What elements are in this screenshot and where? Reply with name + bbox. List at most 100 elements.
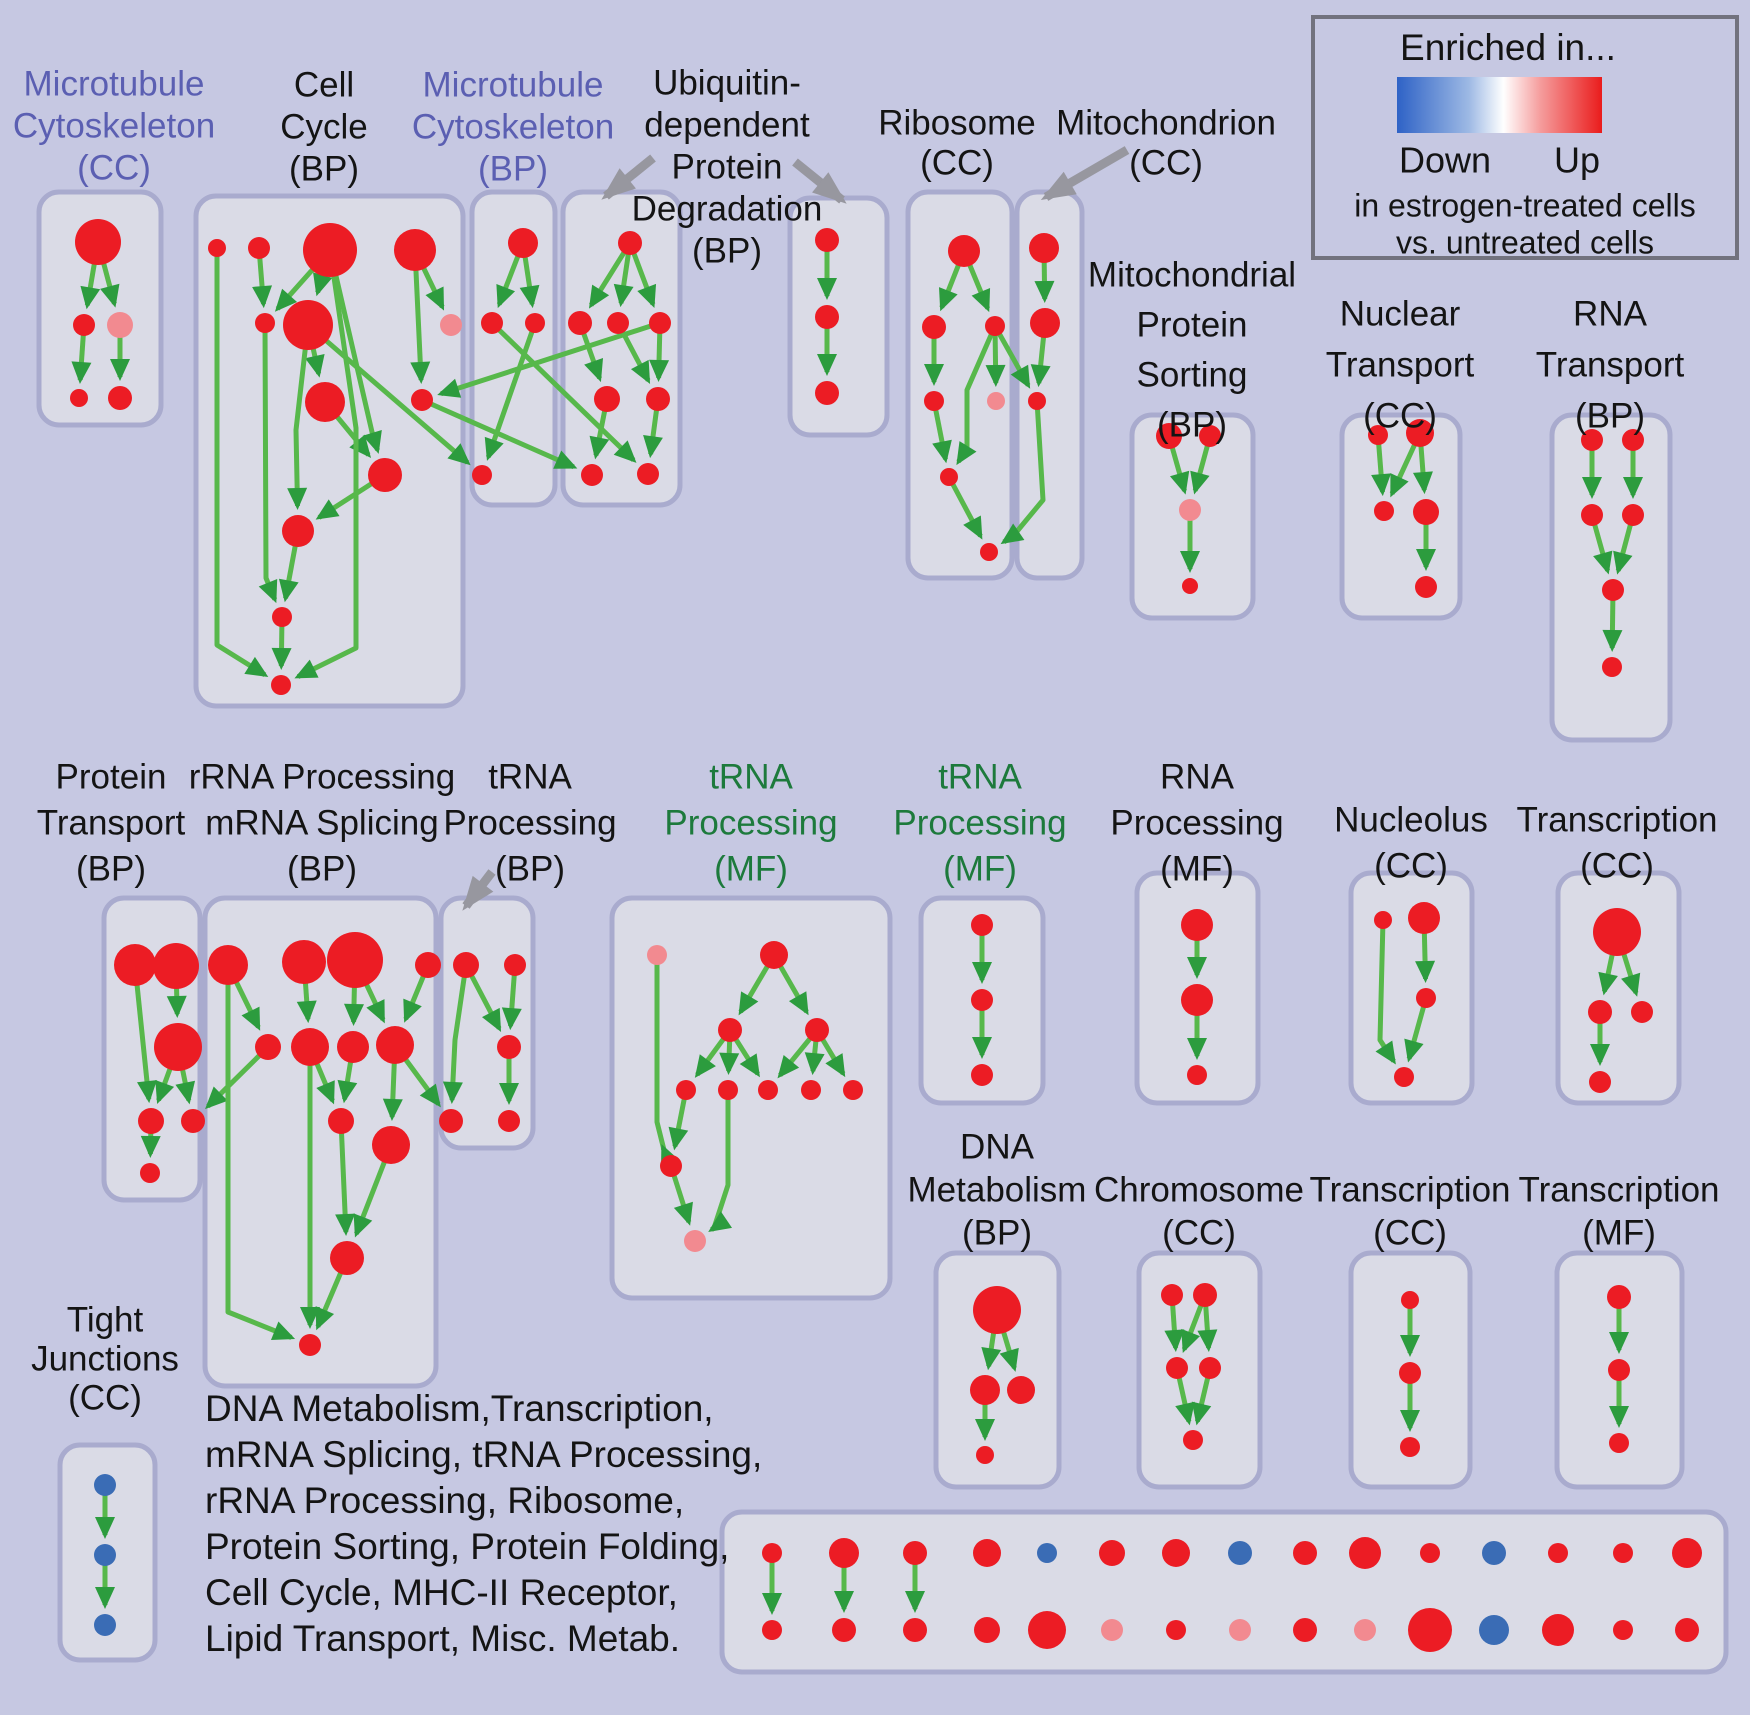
legend-up-label: Up <box>1554 140 1600 181</box>
edge-arrow-k0-k4 <box>654 955 680 1169</box>
group-label: Transport <box>1326 345 1475 384</box>
go-term-node-red <box>1631 1001 1653 1023</box>
go-term-node-red <box>1028 392 1046 410</box>
go-term-node-red <box>337 1031 369 1063</box>
go-term-node-red <box>453 952 479 978</box>
go-term-node-red <box>980 543 998 561</box>
edge-arrow-cC-c8 <box>327 249 382 454</box>
edge-arrow-f3-f4 <box>1404 997 1429 1063</box>
go-term-node-red <box>646 387 670 411</box>
group-label: Microtubule <box>423 65 604 104</box>
go-term-node-blue <box>1037 1543 1057 1563</box>
group-label: Cytoskeleton <box>13 106 215 145</box>
go-term-node-red <box>843 1080 863 1100</box>
go-term-node-red <box>973 1286 1021 1334</box>
group-label: (BP) <box>287 849 357 888</box>
go-term-node-red <box>1609 1433 1629 1453</box>
go-term-node-red <box>1181 909 1213 941</box>
label-pointer-arrow-2 <box>1040 146 1130 201</box>
go-term-node-red <box>1675 1618 1699 1642</box>
go-term-node-red <box>1293 1541 1317 1565</box>
group-label: Transcription <box>1517 800 1718 839</box>
go-term-node-red <box>1029 233 1059 263</box>
go-term-node-red <box>922 315 946 339</box>
go-term-node-red <box>1193 1283 1217 1307</box>
go-term-node-red <box>815 228 839 252</box>
go-term-node-red <box>973 1539 1001 1567</box>
misc-groups-note-line: DNA Metabolism,Transcription, <box>205 1388 714 1429</box>
group-label: RNA <box>1573 294 1648 333</box>
edge-arrow-cF-t4 <box>306 323 471 466</box>
group-label: Protein <box>1137 305 1248 344</box>
go-term-node-red <box>504 954 526 976</box>
go-term-node-red <box>1548 1543 1568 1563</box>
group-label: Cytoskeleton <box>412 107 614 146</box>
go-term-node-red <box>660 1155 682 1177</box>
group-label: Degradation <box>632 189 823 228</box>
group-label: DNA <box>960 1127 1035 1166</box>
go-term-node-red <box>208 945 248 985</box>
group-label: (MF) <box>1582 1213 1656 1252</box>
go-term-node-red <box>208 239 226 257</box>
go-term-node-red <box>971 989 993 1011</box>
go-term-node-red <box>255 1034 281 1060</box>
go-term-node-red <box>1368 425 1388 445</box>
go-term-node-red <box>248 237 270 259</box>
group-label: tRNA <box>938 757 1022 796</box>
go-term-node-red <box>368 458 402 492</box>
go-term-node-red <box>1030 308 1060 338</box>
edge-arrow-cC-c11 <box>294 249 359 679</box>
go-term-node-red <box>1156 423 1182 449</box>
go-term-node-red <box>1542 1614 1574 1646</box>
group-label: (BP) <box>495 849 565 888</box>
misc-groups-note-line: rRNA Processing, Ribosome, <box>205 1480 684 1521</box>
group-label: Transport <box>1536 345 1685 384</box>
go-term-node-red <box>1408 1608 1452 1652</box>
go-term-node-red <box>801 1080 821 1100</box>
group-label: (MF) <box>714 849 788 888</box>
group-box-2 <box>469 189 558 508</box>
go-term-node-red <box>1416 988 1436 1008</box>
label-pointer-arrow-3 <box>462 869 496 911</box>
go-term-node-red <box>581 464 603 486</box>
group-label: Transcription <box>1310 1170 1511 1209</box>
go-term-node-red <box>271 675 291 695</box>
edge-arrow-u1-u2 <box>588 241 633 309</box>
go-term-node-red <box>1199 425 1221 447</box>
group-label: Transcription <box>1519 1170 1720 1209</box>
go-term-node-red <box>594 386 620 412</box>
go-term-node-red <box>1161 1284 1183 1306</box>
go-term-node-red <box>1420 1543 1440 1563</box>
go-term-node-red <box>815 305 839 329</box>
group-label: (CC) <box>1373 1213 1447 1252</box>
go-term-node-red <box>607 312 629 334</box>
edge-arrow-g1-g12 <box>225 965 296 1341</box>
go-term-node-red <box>394 229 436 271</box>
group-label: Transport <box>37 803 186 842</box>
go-term-node-red <box>497 1035 521 1059</box>
go-term-node-red <box>282 515 314 547</box>
go-term-node-red <box>1408 902 1440 934</box>
edge-arrow-w3-r7 <box>1000 400 1046 545</box>
group-label: Protein <box>672 147 783 186</box>
go-term-node-red <box>1166 1620 1186 1640</box>
go-term-node-red <box>328 1108 354 1134</box>
go-term-node-red <box>498 1110 520 1132</box>
edge-arrow-t3-t4 <box>484 322 538 461</box>
group-label: Nuclear <box>1340 294 1461 333</box>
group-label: Mitochondrial <box>1088 255 1296 294</box>
legend-colorbar <box>1397 77 1602 133</box>
go-term-node-pink <box>107 312 133 338</box>
go-term-node-red <box>415 952 441 978</box>
group-label: Tight <box>67 1300 144 1339</box>
go-term-node-pink <box>1354 1619 1376 1641</box>
go-term-node-red <box>303 223 357 277</box>
go-term-node-red <box>1349 1537 1381 1569</box>
edge-arrow-g5-a5 <box>205 1045 270 1110</box>
go-term-node-red <box>1602 657 1622 677</box>
group-box-17 <box>1555 870 1682 1106</box>
go-term-node-pink <box>987 392 1005 410</box>
group-label: (CC) <box>1580 846 1654 885</box>
go-term-node-red <box>1602 579 1624 601</box>
misc-groups-note-line: Protein Sorting, Protein Folding, <box>205 1526 729 1567</box>
